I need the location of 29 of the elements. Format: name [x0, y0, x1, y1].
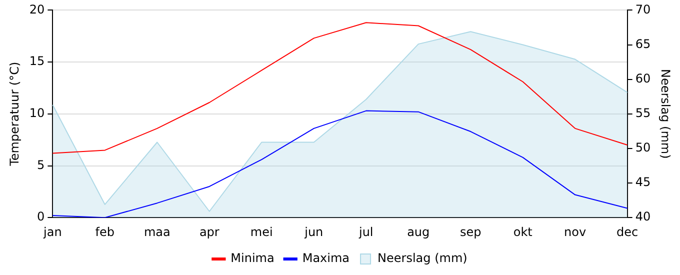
y2-axis-title: Neerslag (mm)	[658, 69, 673, 159]
x-tick-label: dec	[616, 224, 638, 239]
y2-tick-label: 40	[635, 210, 651, 224]
x-tick-label: maa	[144, 224, 170, 239]
legend-label: Maxima	[302, 251, 350, 266]
y2-tick-label: 50	[635, 140, 651, 155]
y-axis-title: Temperatuur (°C)	[7, 62, 22, 167]
x-tick-label: jan	[42, 224, 62, 239]
y-tick-label: 20	[29, 2, 45, 16]
x-tick-label: aug	[407, 224, 430, 239]
y2-tick-label: 60	[635, 71, 651, 86]
x-tick-label: jul	[358, 224, 374, 239]
legend-label: Neerslag (mm)	[378, 251, 468, 266]
x-tick-label: jun	[304, 224, 324, 239]
y-tick-label: 10	[29, 106, 45, 120]
y2-tick-label: 55	[635, 106, 651, 120]
x-tick-label: okt	[513, 224, 533, 239]
x-tick-label: mei	[250, 224, 273, 239]
legend-label: Minima	[230, 251, 274, 266]
y-tick-label: 0	[37, 210, 45, 224]
x-tick-label: sep	[460, 224, 482, 239]
y-tick-label: 5	[37, 158, 45, 172]
x-tick-label: nov	[564, 224, 586, 239]
y2-tick-label: 65	[635, 36, 651, 51]
x-tick-label: apr	[199, 224, 220, 239]
y2-tick-label: 45	[635, 175, 651, 190]
x-tick-label: feb	[95, 224, 115, 239]
y2-tick-label: 70	[635, 2, 651, 16]
y-tick-label: 15	[29, 54, 45, 68]
